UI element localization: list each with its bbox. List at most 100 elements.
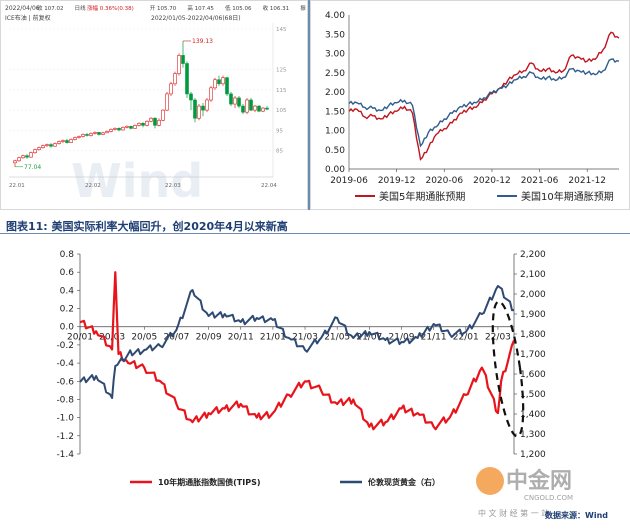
y-right-tick-label: 2,200	[520, 250, 546, 260]
candle-body	[149, 117, 153, 122]
candle-body	[193, 99, 197, 119]
candle-body	[189, 93, 193, 101]
data-source: 数据来源：Wind	[545, 510, 608, 520]
candle-body	[261, 107, 265, 112]
candle-body	[249, 99, 253, 111]
x-tick-label: 20/05	[131, 333, 157, 343]
candle-body	[233, 97, 237, 105]
x-tick-label: 2020-12	[473, 176, 511, 186]
watermark-slogan: 中 文 财 经 第 一 站	[478, 508, 549, 518]
tips-gold-panel: 0.8 0.6 0.4 0.2 0.0 -0.2 -0.4 -0.6 -0.8 -1.0 -1.2 -…	[0, 236, 630, 528]
figure-caption: 图表11: 美国实际利率大幅回升，创2020年4月以来新高	[6, 220, 288, 233]
y-left-tick-label: 0.2	[60, 305, 74, 315]
candle-body	[129, 126, 133, 129]
panel-divider	[308, 0, 310, 210]
y-tick-label: 0.00	[325, 165, 345, 175]
candle-body	[93, 132, 97, 134]
cngold-logo-icon	[476, 467, 504, 495]
candle-body	[45, 144, 49, 146]
candle-body	[49, 144, 53, 147]
candle-body	[37, 147, 41, 150]
candle-body	[17, 157, 21, 162]
header-date: 2022/04/06	[5, 5, 40, 12]
y-right-tick-label: 2,000	[520, 290, 546, 300]
candle-body	[173, 73, 177, 85]
candle-body	[257, 105, 261, 112]
candle-body	[121, 127, 125, 131]
series-line	[348, 31, 620, 161]
candle-body	[29, 152, 33, 158]
candle-body	[237, 97, 241, 107]
candle-body	[205, 99, 209, 111]
candle-body	[161, 109, 165, 121]
candle-body	[13, 160, 17, 164]
y-left-tick-label: 0.8	[60, 250, 75, 260]
candle-body	[125, 126, 129, 128]
y-right-tick-label: 1,400	[520, 410, 546, 420]
y-tick-label: 145	[276, 27, 287, 33]
min-price-label: 77.04	[24, 164, 41, 171]
header-stat: 低 105.06	[225, 4, 252, 12]
brent-candlestick-chart: 2022/04/06 收 107.02 日线 涨幅 0.36%(0.38) 开 105…	[5, 4, 325, 208]
series-line	[348, 58, 620, 148]
series-line	[79, 285, 515, 399]
candle-body	[105, 131, 109, 134]
x-tick-label: 21/01	[260, 333, 286, 343]
x-tick-label: 21/05	[324, 333, 350, 343]
candle-body	[89, 133, 93, 136]
candle-body	[41, 145, 45, 148]
header-stat: 收 106.31	[263, 4, 290, 12]
candle-body	[101, 132, 105, 135]
candle-body	[221, 77, 225, 85]
max-price-label: 139.13	[192, 38, 213, 45]
candle-body	[197, 105, 201, 119]
x-tick-label: 2019-12	[378, 176, 416, 186]
y-left-tick-label: -1.0	[56, 414, 74, 424]
candle-body	[137, 123, 141, 126]
candle-body	[225, 77, 229, 95]
candle-body	[81, 134, 85, 137]
header-stat: 涨幅 0.36%(0.38)	[87, 4, 134, 12]
candle-body	[21, 155, 25, 159]
x-tick-label: 22.03	[165, 183, 181, 189]
y-tick-label: 125	[276, 68, 287, 74]
legend-label: 10年期通胀指数国债(TIPS)	[158, 477, 261, 487]
y-tick-label: 0.50	[325, 146, 345, 156]
watermark-url: CNGOLD.COM	[524, 494, 573, 502]
y-left-tick-label: 0.6	[60, 268, 75, 278]
y-tick-label: 115	[276, 88, 287, 94]
candle-body	[33, 149, 37, 153]
candle-body	[57, 141, 61, 144]
candle-body	[169, 83, 173, 95]
range-line: 2022/01/05-2022/04/06(68日)	[151, 15, 241, 22]
x-tick-label: 22.02	[85, 183, 101, 189]
y-right-tick-label: 1,200	[520, 450, 546, 460]
x-tick-label: 20/11	[228, 333, 254, 343]
header-stat: 日线	[75, 4, 87, 12]
y-tick-label: 85	[276, 149, 283, 155]
x-tick-label: 21/09	[389, 333, 415, 343]
brent-candlestick-panel: 2022/04/06 收 107.02 日线 涨幅 0.36%(0.38) 开 105…	[0, 0, 325, 210]
candle-body	[265, 107, 269, 110]
candle-body	[97, 132, 101, 135]
y-left-tick-label: 0.4	[60, 286, 75, 296]
candle-body	[65, 140, 69, 143]
candle-body	[85, 134, 89, 136]
x-tick-label: 2020-06	[425, 176, 463, 186]
y-right-tick-label: 1,900	[520, 310, 546, 320]
header-stat: 高 107.45	[187, 4, 214, 12]
candle-body	[165, 93, 169, 111]
candle-body	[133, 125, 137, 129]
x-tick-label: 22/01	[453, 333, 479, 343]
candle-body	[213, 79, 217, 89]
legend-label: 美国10年期通胀预期	[521, 190, 614, 203]
y-right-tick-label: 1,700	[520, 350, 546, 360]
highlight-dashed-ellipse	[491, 300, 525, 438]
candle-body	[157, 119, 161, 126]
y-tick-label: 2.00	[325, 88, 345, 98]
candle-body	[229, 93, 233, 105]
candle-body	[201, 105, 205, 111]
y-tick-label: 95	[276, 128, 283, 134]
inflation-expectation-chart: 4.003.503.002.502.001.501.000.500.002019…	[325, 11, 620, 203]
x-tick-label: 2021-12	[568, 176, 606, 186]
